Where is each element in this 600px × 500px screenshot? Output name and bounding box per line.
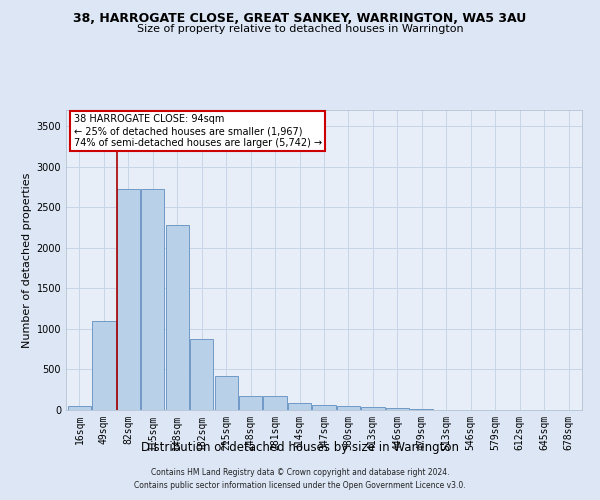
Text: Distribution of detached houses by size in Warrington: Distribution of detached houses by size … — [141, 441, 459, 454]
Bar — [263, 396, 287, 410]
Text: 38 HARROGATE CLOSE: 94sqm
← 25% of detached houses are smaller (1,967)
74% of se: 38 HARROGATE CLOSE: 94sqm ← 25% of detac… — [74, 114, 322, 148]
Text: Contains HM Land Registry data © Crown copyright and database right 2024.: Contains HM Land Registry data © Crown c… — [151, 468, 449, 477]
Bar — [288, 402, 311, 410]
Bar — [190, 338, 214, 410]
Bar — [141, 190, 164, 410]
Bar — [68, 406, 91, 410]
Bar — [117, 190, 140, 410]
Bar — [361, 407, 385, 410]
Bar — [386, 408, 409, 410]
Bar — [313, 405, 335, 410]
Bar — [92, 321, 116, 410]
Bar — [239, 396, 262, 410]
Bar — [337, 406, 360, 410]
Text: 38, HARROGATE CLOSE, GREAT SANKEY, WARRINGTON, WA5 3AU: 38, HARROGATE CLOSE, GREAT SANKEY, WARRI… — [73, 12, 527, 26]
Bar — [410, 409, 433, 410]
Text: Contains public sector information licensed under the Open Government Licence v3: Contains public sector information licen… — [134, 482, 466, 490]
Y-axis label: Number of detached properties: Number of detached properties — [22, 172, 32, 348]
Bar — [166, 225, 189, 410]
Text: Size of property relative to detached houses in Warrington: Size of property relative to detached ho… — [137, 24, 463, 34]
Bar — [215, 376, 238, 410]
